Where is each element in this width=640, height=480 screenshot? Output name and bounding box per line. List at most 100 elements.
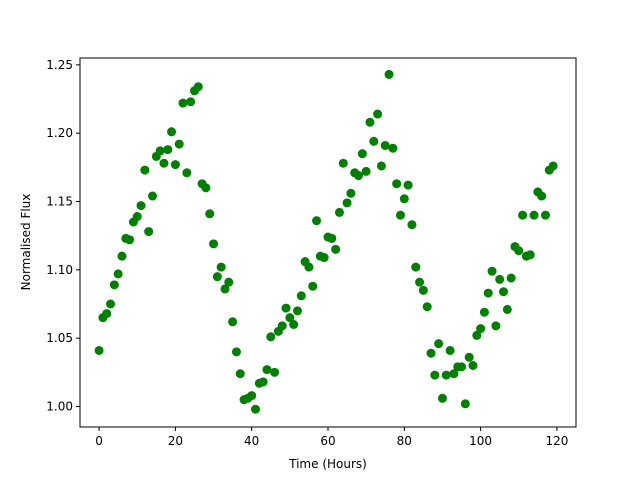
data-point — [464, 352, 474, 362]
data-point — [338, 158, 348, 168]
data-point — [304, 262, 314, 272]
data-point — [525, 250, 535, 260]
data-point — [312, 216, 322, 226]
data-point — [289, 320, 299, 329]
data-point — [369, 136, 379, 146]
x-tick-label: 120 — [545, 434, 568, 448]
data-point — [182, 168, 192, 178]
data-point — [216, 262, 226, 272]
y-tick-label: 1.25 — [46, 58, 73, 72]
data-point — [529, 210, 539, 220]
data-point — [472, 330, 482, 340]
data-point — [281, 303, 291, 313]
data-point — [228, 317, 238, 327]
data-point — [178, 98, 188, 108]
data-point — [499, 287, 509, 297]
data-point — [327, 233, 337, 243]
y-tick-label: 1.20 — [46, 126, 73, 140]
data-point — [292, 306, 302, 316]
data-point — [247, 391, 257, 401]
data-point — [209, 239, 219, 249]
data-point — [231, 347, 241, 357]
data-point — [407, 220, 417, 230]
data-point — [548, 161, 558, 171]
data-point — [380, 140, 390, 150]
data-point — [434, 339, 444, 349]
data-point — [277, 321, 287, 331]
data-point — [174, 139, 184, 149]
data-point — [422, 302, 432, 312]
data-point — [395, 210, 405, 220]
data-point — [270, 367, 280, 377]
data-point — [147, 191, 157, 201]
data-point — [186, 97, 196, 107]
data-point — [106, 299, 116, 309]
x-tick-label: 20 — [168, 434, 183, 448]
data-point — [445, 345, 455, 355]
data-point — [357, 149, 367, 159]
data-point — [342, 198, 352, 208]
x-tick-label: 80 — [397, 434, 412, 448]
data-point — [331, 244, 341, 254]
data-point — [334, 207, 344, 217]
data-point — [418, 285, 428, 295]
x-tick-label: 100 — [469, 434, 492, 448]
plot-frame — [79, 57, 577, 428]
data-point — [167, 127, 177, 137]
data-point — [491, 321, 501, 331]
data-point — [487, 266, 497, 276]
data-point — [144, 227, 154, 237]
data-point — [117, 251, 127, 261]
x-tick-label: 40 — [244, 434, 259, 448]
data-point — [251, 404, 261, 414]
ticks-layer: 0 20 40 60 80 100 120 1.00 1.05 1.10 1.15 1.20 1.25 — [46, 58, 568, 448]
data-point — [415, 277, 425, 287]
data-point — [514, 246, 524, 256]
data-point — [411, 262, 421, 272]
data-point — [399, 194, 409, 204]
data-point — [430, 370, 440, 380]
y-tick-label: 1.05 — [46, 331, 73, 345]
data-point — [468, 361, 478, 370]
data-point — [479, 307, 489, 317]
data-point — [537, 191, 547, 201]
data-point — [285, 313, 295, 323]
data-point — [483, 288, 493, 298]
data-point — [476, 324, 486, 334]
y-tick-label: 1.00 — [46, 400, 73, 414]
data-point — [506, 273, 516, 283]
data-point — [212, 272, 222, 282]
data-point — [155, 146, 165, 156]
data-point — [437, 393, 447, 403]
data-point — [365, 117, 375, 127]
data-point — [388, 143, 398, 153]
data-point — [159, 158, 169, 168]
y-tick-label: 1.10 — [46, 263, 73, 277]
data-point — [235, 369, 245, 379]
data-point — [193, 82, 203, 92]
data-point — [354, 171, 364, 181]
data-point — [163, 145, 173, 155]
data-point — [373, 109, 383, 119]
data-point — [449, 369, 459, 379]
data-point — [384, 69, 394, 79]
data-point — [495, 274, 505, 284]
y-axis-label: Normalised Flux — [19, 194, 33, 291]
data-point — [361, 166, 371, 176]
data-point — [426, 348, 436, 358]
data-point — [102, 309, 112, 319]
data-point — [201, 183, 211, 193]
data-point — [113, 269, 123, 279]
data-point — [94, 345, 104, 355]
data-point — [132, 212, 142, 222]
data-point — [296, 291, 306, 301]
data-point — [266, 332, 276, 342]
data-point — [403, 180, 413, 190]
data-point — [441, 370, 451, 380]
x-axis-label: Time (Hours) — [288, 457, 367, 471]
data-point — [170, 160, 180, 170]
data-point — [457, 362, 467, 372]
data-point — [262, 365, 272, 375]
data-point — [224, 277, 234, 287]
